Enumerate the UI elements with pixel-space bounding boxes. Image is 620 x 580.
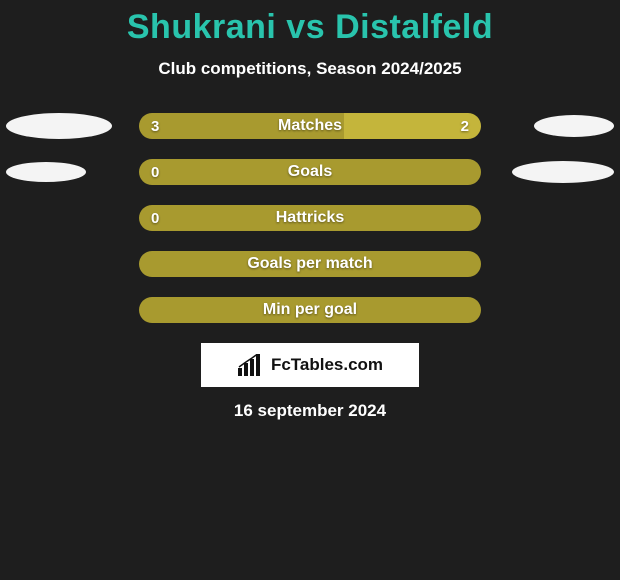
left-marker-ellipse: [6, 162, 86, 182]
bar-left-segment: [139, 113, 344, 139]
page-title: Shukrani vs Distalfeld: [0, 8, 620, 47]
badge-logo: FcTables.com: [237, 354, 383, 376]
bar-left-segment: [139, 159, 481, 185]
right-marker-ellipse: [512, 161, 614, 183]
stat-rows: Matches32Goals0Hattricks0Goals per match…: [0, 113, 620, 323]
right-side: [481, 161, 620, 183]
stat-bar: Goals per match: [139, 251, 481, 277]
right-value: 2: [461, 113, 469, 139]
bar-left-segment: [139, 297, 481, 323]
left-value: 0: [151, 159, 159, 185]
bar-left-segment: [139, 205, 481, 231]
stat-bar: Hattricks0: [139, 205, 481, 231]
left-marker-ellipse: [6, 113, 112, 139]
stat-row: Goals0: [0, 159, 620, 185]
left-side: [0, 162, 139, 182]
stat-bar: Goals0: [139, 159, 481, 185]
bars-icon: [237, 354, 265, 376]
comparison-card: Shukrani vs Distalfeld Club competitions…: [0, 0, 620, 580]
stat-bar: Matches32: [139, 113, 481, 139]
date-label: 16 september 2024: [0, 401, 620, 421]
stat-row: Hattricks0: [0, 205, 620, 231]
left-side: [0, 113, 139, 139]
bar-left-segment: [139, 251, 481, 277]
stat-bar: Min per goal: [139, 297, 481, 323]
left-value: 3: [151, 113, 159, 139]
left-value: 0: [151, 205, 159, 231]
right-marker-ellipse: [534, 115, 614, 137]
source-badge[interactable]: FcTables.com: [201, 343, 419, 387]
subtitle: Club competitions, Season 2024/2025: [0, 59, 620, 79]
stat-row: Goals per match: [0, 251, 620, 277]
stat-row: Min per goal: [0, 297, 620, 323]
right-side: [481, 115, 620, 137]
badge-text: FcTables.com: [271, 355, 383, 375]
stat-row: Matches32: [0, 113, 620, 139]
